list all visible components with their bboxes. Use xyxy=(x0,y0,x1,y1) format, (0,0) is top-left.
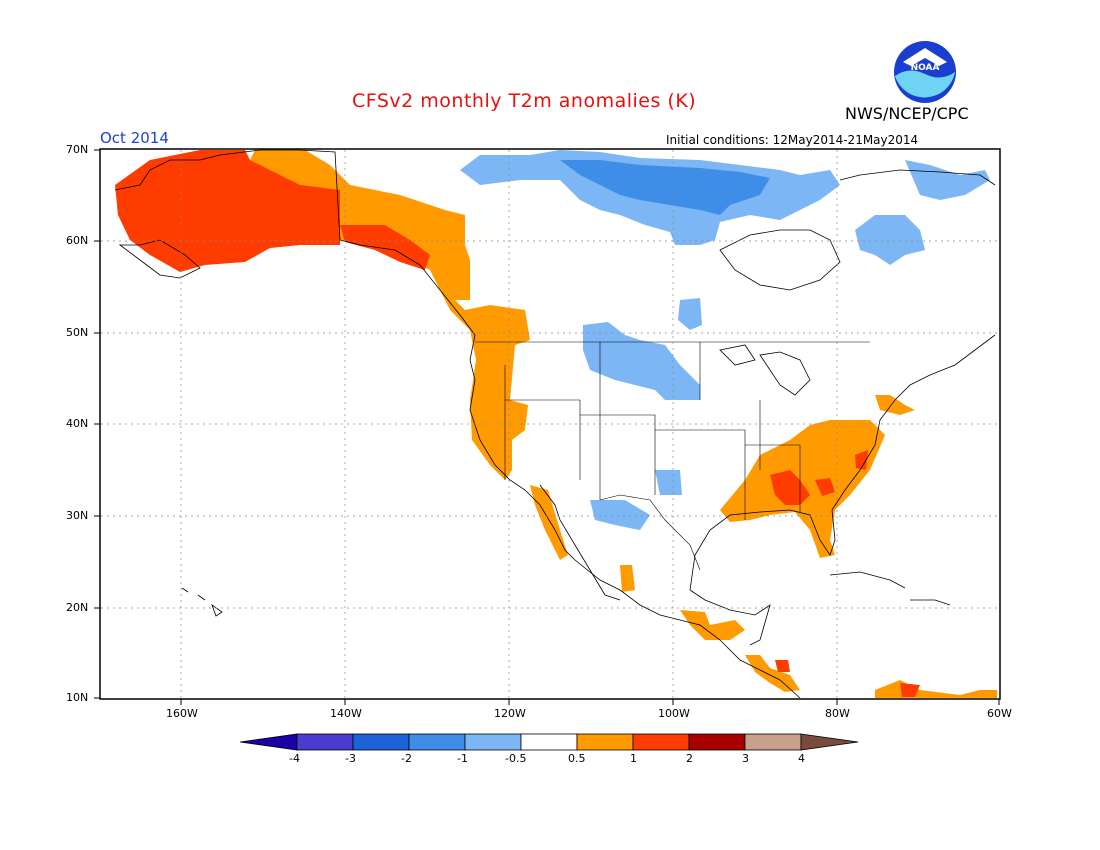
colorbar-tick: -3 xyxy=(345,752,356,765)
colorbar-bin xyxy=(352,733,410,751)
colorbar-min-arrow xyxy=(239,733,298,751)
colorbar-tick: -2 xyxy=(401,752,412,765)
agency-label: NWS/NCEP/CPC xyxy=(845,104,969,123)
lon-label: 120W xyxy=(494,707,526,720)
svg-text:NOAA: NOAA xyxy=(911,63,940,73)
colorbar-tick: 3 xyxy=(742,752,749,765)
colorbar-bin xyxy=(688,733,746,751)
grid xyxy=(101,150,999,698)
lon-label: 100W xyxy=(658,707,690,720)
colorbar-tick: 1 xyxy=(630,752,637,765)
initial-conditions: Initial conditions: 12May2014-21May2014 xyxy=(666,133,919,147)
colorbar-bin xyxy=(520,733,578,751)
colorbar-max-arrow xyxy=(800,733,859,751)
lat-label: 60N xyxy=(66,234,89,247)
colorbar-tick: 0.5 xyxy=(568,752,586,765)
colorbar-tick: -1 xyxy=(457,752,468,765)
lat-label: 20N xyxy=(66,601,89,614)
lon-label: 140W xyxy=(330,707,362,720)
colorbar-bin xyxy=(464,733,522,751)
lon-label: 80W xyxy=(825,707,850,720)
frame-ticks xyxy=(94,149,1000,705)
noaa-logo: NOAA xyxy=(894,41,956,103)
lon-label: 60W xyxy=(987,707,1012,720)
forecast-period: Oct 2014 xyxy=(100,129,169,147)
lat-label: 10N xyxy=(66,691,89,704)
anomaly-shading xyxy=(115,150,997,698)
lat-label: 40N xyxy=(66,417,89,430)
colorbar-tick: 4 xyxy=(798,752,805,765)
colorbar-bin xyxy=(744,733,802,751)
state-borders xyxy=(475,341,870,571)
colorbar-tick: 2 xyxy=(686,752,693,765)
colorbar-bin xyxy=(576,733,634,751)
lat-label: 70N xyxy=(66,143,89,156)
lat-label: 50N xyxy=(66,326,89,339)
colorbar xyxy=(239,733,859,751)
map-title: CFSv2 monthly T2m anomalies (K) xyxy=(352,90,697,112)
lon-label: 160W xyxy=(166,707,198,720)
coastlines xyxy=(114,149,996,699)
lat-label: 30N xyxy=(66,509,89,522)
colorbar-tick: -0.5 xyxy=(505,752,527,765)
colorbar-bin xyxy=(632,733,690,751)
colorbar-tick: -4 xyxy=(289,752,300,765)
colorbar-bin xyxy=(408,733,466,751)
colorbar-bin xyxy=(296,733,354,751)
